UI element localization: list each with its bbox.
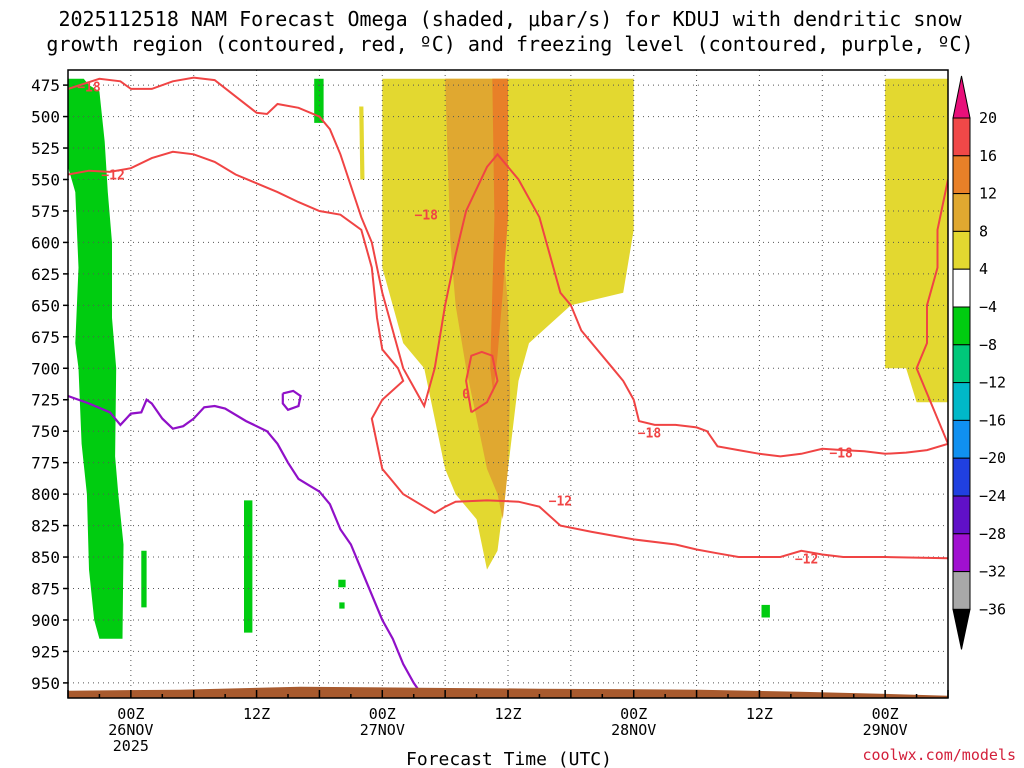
y-tick-label-625: 625 xyxy=(31,265,60,284)
colorbar-label-5: −4 xyxy=(979,298,997,316)
dgz-contour-2 xyxy=(68,150,948,560)
contour-layer: −18 −12 −18 −18 −18 −12 −12 0 xyxy=(68,76,948,698)
colorbar-label-11: −28 xyxy=(979,525,1006,543)
y-tick-label-700: 700 xyxy=(31,359,60,378)
omega-region-1 xyxy=(885,78,948,403)
credit-text: coolwx.com/models xyxy=(862,746,1016,764)
colorbar-cell-9 xyxy=(952,457,971,497)
x-tick-label-0-1: 26NOV xyxy=(108,721,153,739)
chart-title-line-1: 2025112518 NAM Forecast Omega (shaded, μ… xyxy=(58,7,962,31)
y-tick-label-725: 725 xyxy=(31,391,60,410)
colorbar-cell-6 xyxy=(952,344,971,384)
y-tick-label-600: 600 xyxy=(31,233,60,252)
x-tick-label-4-1: 28NOV xyxy=(611,721,656,739)
omega-region-8 xyxy=(141,550,147,608)
x-tick-label-0-2: 2025 xyxy=(113,737,149,755)
contour-label-1: −12 xyxy=(101,168,124,183)
contour-label-2: −18 xyxy=(415,209,439,224)
colorbar-label-1: 16 xyxy=(979,147,997,165)
omega-colorbar: 20 16 12 8 4 −4 −8 −12 −16 −20 −24 −28 −32 −36 xyxy=(952,75,1006,650)
y-tick-label-925: 925 xyxy=(31,642,60,661)
colorbar-cell-12 xyxy=(952,571,971,610)
x-tick-label-6-1: 29NOV xyxy=(863,721,908,739)
colorbar-label-10: −24 xyxy=(979,487,1006,505)
y-tick-label-550: 550 xyxy=(31,170,60,189)
dgz-contour-1 xyxy=(465,350,499,414)
y-tick-label-875: 875 xyxy=(31,580,60,599)
contour-label-0: −18 xyxy=(77,80,101,95)
x-tick-label-0-0: 00Z xyxy=(117,705,144,723)
colorbar-cell-0 xyxy=(952,117,971,157)
colorbar-label-3: 8 xyxy=(979,222,988,240)
colorbar-bottom-triangle xyxy=(952,608,971,650)
colorbar-cell-5 xyxy=(952,306,971,346)
freezing-level-contour-0 xyxy=(68,394,426,698)
colorbar-cell-2 xyxy=(952,193,971,232)
y-tick-label-500: 500 xyxy=(31,108,60,127)
colorbar-label-4: 4 xyxy=(979,260,988,278)
y-tick-label-850: 850 xyxy=(31,548,60,567)
colorbar-label-13: −36 xyxy=(979,600,1006,618)
colorbar-label-0: 20 xyxy=(979,109,997,127)
y-tick-label-675: 675 xyxy=(31,328,60,347)
y-tick-label-750: 750 xyxy=(31,422,60,441)
colorbar-label-6: −8 xyxy=(979,336,997,354)
freezing-level-contour-1 xyxy=(281,389,302,412)
colorbar-label-2: 12 xyxy=(979,185,997,203)
x-tick-label-1-0: 12Z xyxy=(243,705,270,723)
chart-title-line-2: growth region (contoured, red, ºC) and f… xyxy=(46,32,973,56)
x-tick-label-2-1: 27NOV xyxy=(360,721,405,739)
contour-label-6: −12 xyxy=(795,552,818,567)
colorbar-cell-8 xyxy=(952,419,971,459)
contour-label-3: −18 xyxy=(638,426,662,441)
x-tick-label-4-0: 00Z xyxy=(620,705,647,723)
colorbar-cell-3 xyxy=(952,230,971,270)
omega-region-9 xyxy=(338,579,346,588)
x-axis-title: Forecast Time (UTC) xyxy=(406,749,612,768)
y-tick-label-950: 950 xyxy=(31,674,60,693)
omega-region-11 xyxy=(761,604,770,618)
y-tick-label-525: 525 xyxy=(31,139,60,158)
omega-region-5 xyxy=(68,78,124,639)
y-tick-label-825: 825 xyxy=(31,517,60,536)
colorbar-label-7: −12 xyxy=(979,374,1006,392)
omega-region-3 xyxy=(434,78,511,520)
gridlines xyxy=(67,70,949,698)
colorbar-cell-1 xyxy=(952,155,971,195)
x-tick-label-6-0: 00Z xyxy=(872,705,899,723)
colorbar-cell-4 xyxy=(952,268,971,308)
colorbar-label-9: −20 xyxy=(979,449,1006,467)
contour-label-4: −18 xyxy=(829,447,853,462)
omega-region-6 xyxy=(314,78,324,123)
x-tick-label-5-0: 12Z xyxy=(746,705,773,723)
omega-region-10 xyxy=(339,602,345,609)
x-tick-label-2-0: 00Z xyxy=(369,705,396,723)
colorbar-cell-10 xyxy=(952,495,971,535)
y-tick-label-775: 775 xyxy=(31,454,60,473)
omega-shading-layer xyxy=(68,78,948,639)
x-tick-label-3-0: 12Z xyxy=(494,705,521,723)
y-tick-label-900: 900 xyxy=(31,611,60,630)
y-tick-label-575: 575 xyxy=(31,202,60,221)
y-tick-label-650: 650 xyxy=(31,296,60,315)
colorbar-top-triangle xyxy=(952,75,971,119)
omega-region-2 xyxy=(359,106,365,180)
colorbar-cell-11 xyxy=(952,533,971,573)
y-tick-label-475: 475 xyxy=(31,76,60,95)
contour-label-5: −12 xyxy=(549,494,572,509)
colorbar-label-8: −16 xyxy=(979,411,1006,429)
omega-region-7 xyxy=(244,500,253,633)
dgz-contour-0 xyxy=(68,76,948,458)
contour-label-7: 0 xyxy=(462,387,470,402)
colorbar-label-12: −32 xyxy=(979,563,1006,581)
colorbar-cell-7 xyxy=(952,382,971,421)
plot-area: −18 −12 −18 −18 −18 −12 −12 0 475 500 525 550 575 60… xyxy=(31,69,949,755)
y-axis-ticks: 475 500 525 550 575 600 625 650 675 700 725 750 775 8… xyxy=(31,76,68,693)
y-tick-label-800: 800 xyxy=(31,485,60,504)
